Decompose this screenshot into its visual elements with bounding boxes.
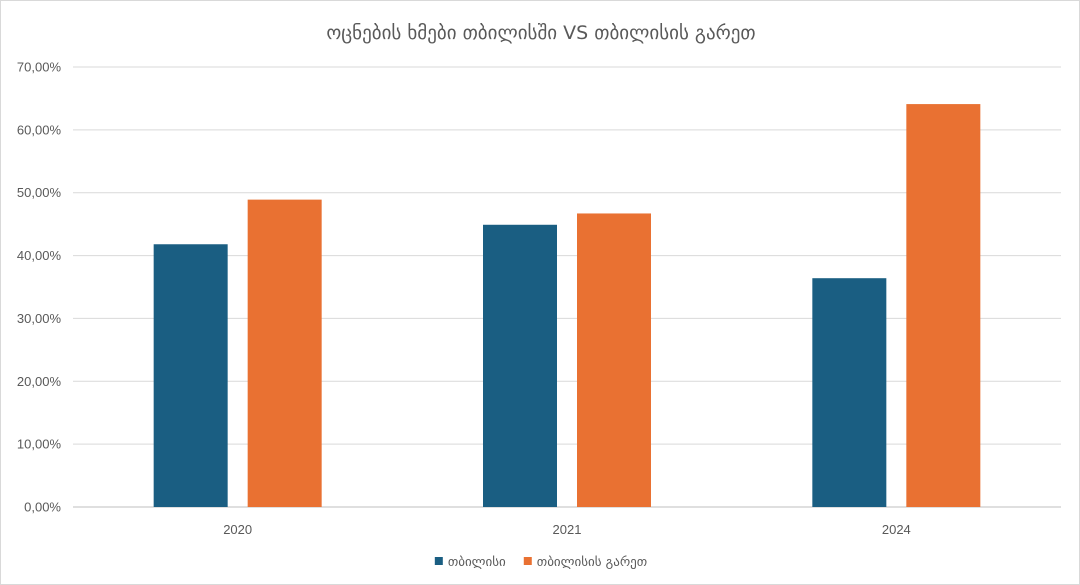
chart-title: ოცნების ხმები თბილისში VS თბილისის გარეთ bbox=[326, 22, 755, 44]
bar-tbilisi-2024 bbox=[812, 278, 887, 507]
y-tick-label: 30,00% bbox=[17, 311, 62, 326]
bar-tbilisi-2021 bbox=[483, 224, 557, 507]
legend-label: თბილისის გარეთ bbox=[537, 555, 647, 570]
x-tick-label: 2024 bbox=[882, 522, 911, 537]
y-tick-label: 60,00% bbox=[17, 122, 62, 137]
y-tick-label: 50,00% bbox=[17, 185, 62, 200]
x-axis-tick-labels: 2020 2021 2024 bbox=[223, 522, 911, 537]
y-tick-label: 0,00% bbox=[24, 500, 61, 515]
x-tick-label: 2021 bbox=[553, 522, 582, 537]
y-tick-label: 10,00% bbox=[17, 437, 62, 452]
legend-label: თბილისი bbox=[448, 555, 506, 570]
x-tick-label: 2020 bbox=[223, 522, 252, 537]
y-axis-tick-labels: 0,00% 10,00% 20,00% 30,00% 40,00% 50,00% 60,00… bbox=[17, 60, 62, 515]
bar-outside-tbilisi-2021 bbox=[577, 213, 651, 507]
bar-outside-tbilisi-2024 bbox=[906, 104, 981, 507]
bar-outside-tbilisi-2020 bbox=[247, 199, 322, 507]
gridlines bbox=[73, 66, 1061, 508]
legend-item: თბილისის გარეთ bbox=[523, 555, 647, 570]
y-tick-label: 20,00% bbox=[17, 374, 62, 389]
bar-tbilisi-2020 bbox=[153, 244, 228, 507]
y-tick-label: 40,00% bbox=[17, 248, 62, 263]
legend-item: თბილისი bbox=[434, 555, 506, 570]
y-tick-label: 70,00% bbox=[17, 60, 62, 75]
legend-swatch bbox=[434, 557, 443, 565]
bars bbox=[153, 104, 981, 507]
legend-swatch bbox=[523, 557, 532, 565]
legend: თბილისი თბილისის გარეთ bbox=[434, 555, 647, 570]
